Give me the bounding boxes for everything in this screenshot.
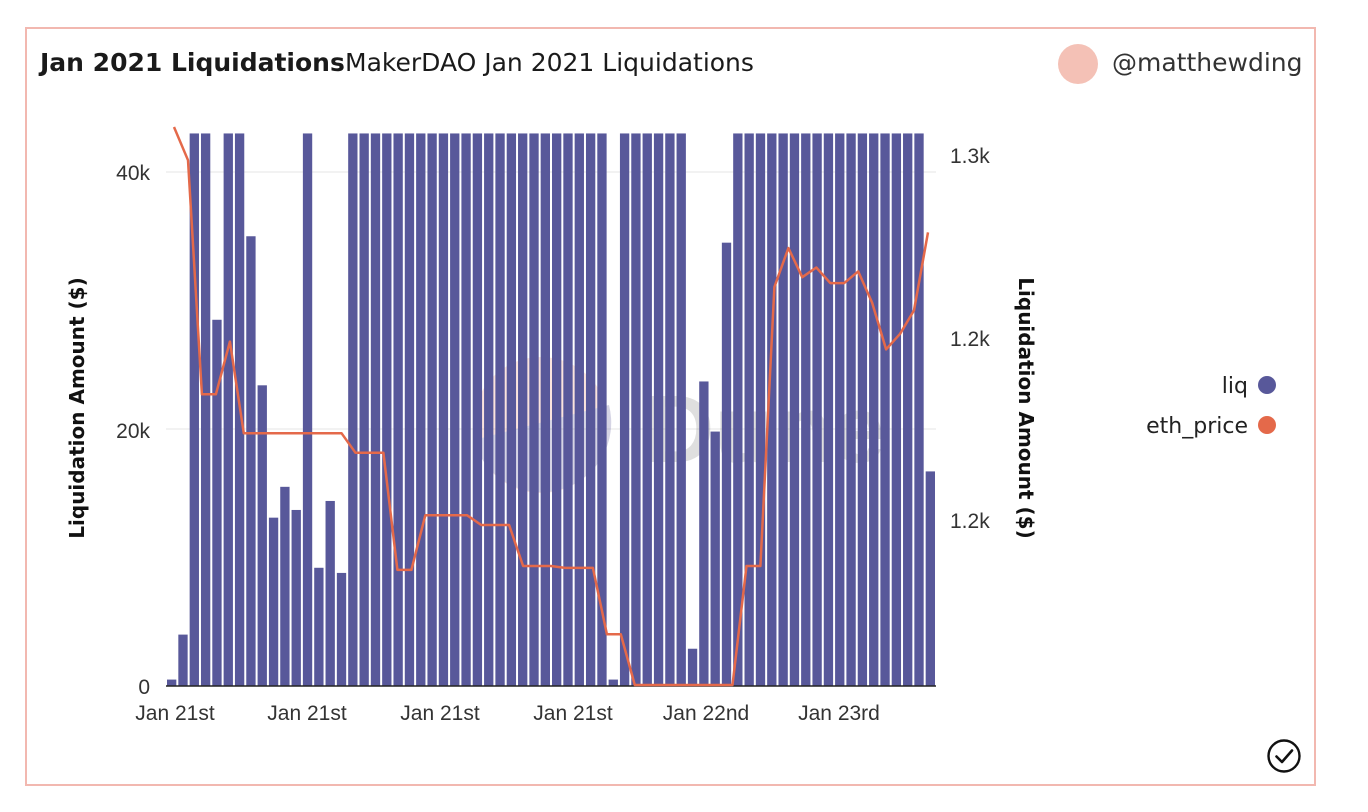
legend-label-eth-price: eth_price (1146, 414, 1248, 439)
bar-liq-43[interactable] (653, 133, 664, 686)
avatar[interactable] (1058, 44, 1098, 84)
bar-liq-33[interactable] (540, 133, 550, 686)
bar-liq-21[interactable] (404, 133, 415, 686)
bar-liq-4[interactable] (212, 319, 222, 686)
author-link[interactable]: @matthewding (1112, 48, 1303, 77)
query-title[interactable]: Jan 2021 Liquidations (40, 48, 345, 77)
bar-liq-30[interactable] (506, 133, 517, 686)
bar-liq-57[interactable] (812, 133, 822, 686)
x-tick-1: Jan 21st (267, 702, 347, 725)
y-right-tick-1: 1.2k (950, 328, 990, 351)
bar-liq-8[interactable] (257, 385, 267, 686)
bar-liq-47[interactable] (699, 381, 709, 686)
bar-liq-36[interactable] (574, 133, 584, 686)
bar-liq-22[interactable] (416, 133, 426, 686)
bar-liq-25[interactable] (450, 133, 460, 686)
legend-item-liq[interactable]: liq (1222, 374, 1276, 399)
bar-liq-35[interactable] (563, 133, 573, 686)
bar-liq-13[interactable] (314, 567, 324, 686)
bar-liq-2[interactable] (189, 133, 199, 686)
legend-swatch-liq (1258, 376, 1276, 394)
bar-liq-62[interactable] (869, 133, 879, 686)
y-left-tick-2: 40k (116, 162, 150, 185)
bar-liq-59[interactable] (835, 133, 845, 686)
bar-liq-18[interactable] (370, 133, 381, 686)
bar-liq-7[interactable] (246, 236, 256, 686)
bar-liq-39[interactable] (608, 679, 618, 686)
x-tick-0: Jan 21st (135, 702, 215, 725)
bar-liq-14[interactable] (325, 500, 335, 686)
y-left-tick-0: 0 (138, 676, 150, 699)
check-circle-icon[interactable] (1266, 738, 1302, 774)
bar-liq-20[interactable] (393, 133, 403, 686)
legend-swatch-eth-price (1258, 416, 1276, 434)
bar-liq-53[interactable] (767, 133, 777, 686)
bar-liq-48[interactable] (710, 431, 720, 686)
y-left-tick-1: 20k (116, 420, 150, 443)
legend-label-liq: liq (1221, 374, 1248, 399)
x-tick-4: Jan 22nd (663, 702, 749, 725)
bar-liq-26[interactable] (461, 133, 471, 686)
bar-liq-44[interactable] (665, 133, 675, 686)
bar-liq-29[interactable] (495, 133, 505, 686)
bar-liq-19[interactable] (382, 133, 392, 686)
bar-liq-58[interactable] (823, 133, 834, 686)
bar-liq-63[interactable] (880, 133, 890, 686)
bar-liq-49[interactable] (721, 242, 732, 687)
legend-item-eth-price[interactable]: eth_price (1146, 414, 1276, 439)
bar-liq-60[interactable] (846, 133, 856, 686)
bar-liq-28[interactable] (484, 133, 494, 686)
bar-liq-45[interactable] (676, 133, 686, 686)
y-right-tick-2: 1.3k (950, 145, 990, 168)
bar-liq-61[interactable] (857, 133, 868, 686)
bar-liq-38[interactable] (597, 133, 607, 686)
bar-liq-37[interactable] (585, 133, 596, 686)
bar-liq-12[interactable] (302, 133, 313, 686)
bar-liq-41[interactable] (631, 133, 641, 686)
bar-liq-40[interactable] (619, 133, 630, 686)
bar-liq-42[interactable] (642, 133, 652, 686)
bar-liq-51[interactable] (744, 133, 754, 686)
bar-liq-27[interactable] (472, 133, 483, 686)
bar-liq-31[interactable] (518, 133, 528, 686)
bar-liq-32[interactable] (529, 133, 539, 686)
bar-liq-46[interactable] (687, 648, 698, 686)
chart-title: MakerDAO Jan 2021 Liquidations (345, 48, 754, 77)
bar-liq-0[interactable] (167, 679, 177, 686)
bar-liq-9[interactable] (268, 517, 279, 686)
y-right-tick-0: 1.2k (950, 510, 990, 533)
bar-liq-34[interactable] (552, 133, 562, 686)
bar-liq-5[interactable] (223, 133, 233, 686)
x-tick-5: Jan 23rd (798, 702, 880, 725)
bar-liq-66[interactable] (914, 133, 924, 686)
bar-liq-11[interactable] (291, 509, 301, 686)
x-tick-3: Jan 21st (533, 702, 613, 725)
bar-liq-1[interactable] (178, 634, 188, 686)
bar-liq-65[interactable] (903, 133, 913, 686)
bar-liq-52[interactable] (755, 133, 766, 686)
line-eth-price[interactable] (172, 126, 930, 687)
bar-liq-23[interactable] (427, 133, 437, 686)
bar-liq-64[interactable] (891, 133, 902, 686)
bar-liq-24[interactable] (438, 133, 449, 686)
bar-liq-10[interactable] (280, 486, 290, 686)
bar-liq-56[interactable] (801, 133, 811, 686)
bar-liq-15[interactable] (336, 572, 347, 686)
bar-liq-54[interactable] (778, 133, 788, 686)
y-axis-left-label: Liquidation Amount ($) (65, 277, 89, 538)
bar-liq-50[interactable] (733, 133, 743, 686)
bar-liq-16[interactable] (348, 133, 358, 686)
bar-liq-17[interactable] (359, 133, 369, 686)
bar-liq-67[interactable] (925, 471, 935, 686)
bar-liq-3[interactable] (200, 133, 211, 686)
bar-liq-55[interactable] (789, 133, 800, 686)
x-tick-2: Jan 21st (400, 702, 480, 725)
y-axis-right-label: Liquidation Amount ($) (1014, 277, 1038, 538)
